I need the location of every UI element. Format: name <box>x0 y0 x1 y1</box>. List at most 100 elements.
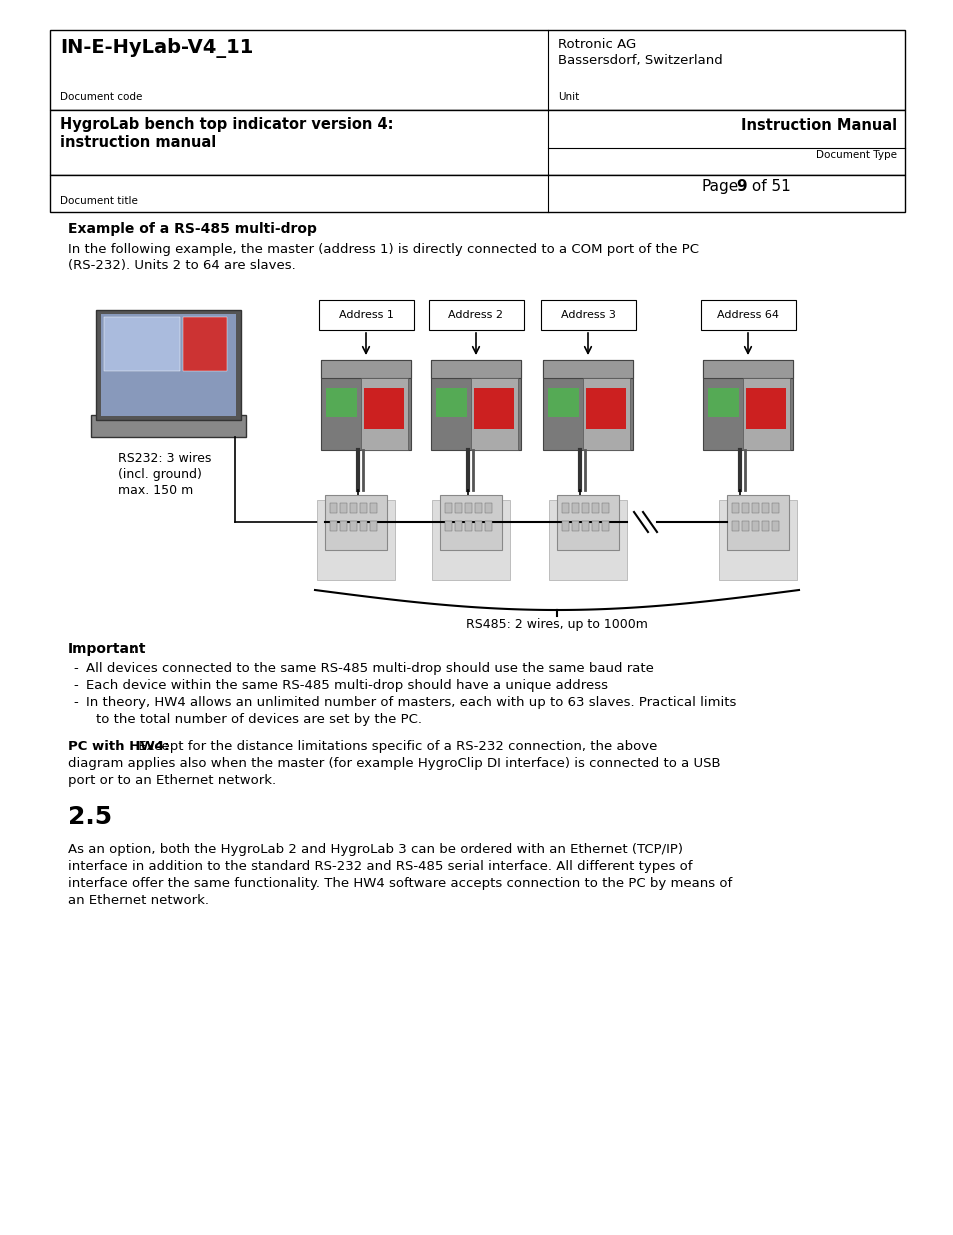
Text: interface offer the same functionality. The HW4 software accepts connection to t: interface offer the same functionality. … <box>68 877 732 890</box>
Bar <box>581 521 588 531</box>
Text: instruction manual: instruction manual <box>60 135 216 149</box>
Bar <box>320 359 411 450</box>
Bar <box>50 175 904 212</box>
Bar <box>601 503 608 513</box>
Bar <box>761 503 768 513</box>
Bar <box>359 503 367 513</box>
Text: Address 3: Address 3 <box>560 310 615 320</box>
Text: Instruction Manual: Instruction Manual <box>740 119 896 133</box>
Text: Document Type: Document Type <box>815 149 896 161</box>
Bar <box>751 503 759 513</box>
Text: 9: 9 <box>736 179 746 194</box>
Bar <box>771 521 779 531</box>
Bar <box>761 521 768 531</box>
Bar <box>572 521 578 531</box>
Bar <box>741 503 748 513</box>
Text: interface in addition to the standard RS-232 and RS-485 serial interface. All di: interface in addition to the standard RS… <box>68 860 692 873</box>
Text: Bassersdorf, Switzerland: Bassersdorf, Switzerland <box>558 54 722 67</box>
Text: diagram applies also when the master (for example HygroClip DI interface) is con: diagram applies also when the master (fo… <box>68 757 720 769</box>
Text: Except for the distance limitations specific of a RS-232 connection, the above: Except for the distance limitations spec… <box>133 740 657 753</box>
Text: Unit: Unit <box>558 91 578 103</box>
Text: Address 64: Address 64 <box>717 310 779 320</box>
Bar <box>592 521 598 531</box>
Bar <box>429 300 523 330</box>
Bar <box>330 503 336 513</box>
Bar <box>325 495 387 550</box>
Bar <box>474 388 514 429</box>
Bar <box>361 378 408 450</box>
Bar <box>320 359 411 378</box>
Text: IN-E-HyLab-V4_11: IN-E-HyLab-V4_11 <box>60 38 253 58</box>
Text: -: - <box>73 697 77 709</box>
Bar <box>431 359 520 450</box>
Bar <box>702 359 792 378</box>
Text: All devices connected to the same RS-485 multi-drop should use the same baud rat: All devices connected to the same RS-485… <box>86 662 653 676</box>
Bar <box>719 500 796 580</box>
Bar <box>330 521 336 531</box>
Text: In theory, HW4 allows an unlimited number of masters, each with up to 63 slaves.: In theory, HW4 allows an unlimited numbe… <box>86 697 736 709</box>
Bar <box>464 503 472 513</box>
Bar <box>484 521 492 531</box>
Bar <box>475 503 481 513</box>
Text: to the total number of devices are set by the PC.: to the total number of devices are set b… <box>96 713 421 726</box>
Text: -: - <box>73 679 77 692</box>
Text: Document code: Document code <box>60 91 142 103</box>
Bar <box>745 388 785 429</box>
Bar <box>731 503 739 513</box>
Bar <box>436 388 467 416</box>
Bar <box>364 388 403 429</box>
Bar <box>547 388 578 416</box>
Bar <box>581 503 588 513</box>
Text: Document title: Document title <box>60 196 138 206</box>
Bar <box>585 388 625 429</box>
Bar <box>601 521 608 531</box>
Bar <box>572 503 578 513</box>
Text: Example of a RS-485 multi-drop: Example of a RS-485 multi-drop <box>68 222 316 236</box>
Bar <box>455 503 461 513</box>
Text: (RS-232). Units 2 to 64 are slaves.: (RS-232). Units 2 to 64 are slaves. <box>68 259 295 272</box>
Bar <box>50 110 904 175</box>
Bar <box>583 378 630 450</box>
Bar <box>542 359 633 378</box>
Bar <box>339 503 347 513</box>
Bar <box>350 503 356 513</box>
Text: Important: Important <box>68 642 147 656</box>
Bar <box>741 521 748 531</box>
Text: (incl. ground): (incl. ground) <box>118 468 202 480</box>
Bar <box>751 521 759 531</box>
Bar <box>432 500 510 580</box>
Text: Address 2: Address 2 <box>448 310 503 320</box>
Bar <box>183 317 227 370</box>
Bar <box>771 503 779 513</box>
Bar <box>561 521 568 531</box>
Text: an Ethernet network.: an Ethernet network. <box>68 894 209 906</box>
Text: RS232: 3 wires: RS232: 3 wires <box>118 452 212 466</box>
Text: Page: Page <box>700 179 738 194</box>
Bar <box>592 503 598 513</box>
Bar <box>339 521 347 531</box>
Bar <box>326 388 357 416</box>
Bar <box>471 378 517 450</box>
Text: -: - <box>73 662 77 676</box>
Bar <box>557 495 618 550</box>
Bar <box>700 300 795 330</box>
Bar <box>91 415 246 437</box>
Bar <box>702 359 792 450</box>
Bar <box>96 310 241 420</box>
Bar <box>484 503 492 513</box>
Text: As an option, both the HygroLab 2 and HygroLab 3 can be ordered with an Ethernet: As an option, both the HygroLab 2 and Hy… <box>68 844 682 856</box>
Bar <box>731 521 739 531</box>
Bar <box>475 521 481 531</box>
Bar <box>742 378 789 450</box>
Bar <box>726 495 788 550</box>
Bar <box>540 300 636 330</box>
Bar <box>431 359 520 378</box>
Bar <box>444 521 452 531</box>
Bar <box>50 30 904 110</box>
Text: HygroLab bench top indicator version 4:: HygroLab bench top indicator version 4: <box>60 117 393 132</box>
Bar <box>455 521 461 531</box>
Text: RS485: 2 wires, up to 1000m: RS485: 2 wires, up to 1000m <box>466 618 647 631</box>
Bar <box>561 503 568 513</box>
Bar <box>104 317 180 370</box>
Bar <box>464 521 472 531</box>
